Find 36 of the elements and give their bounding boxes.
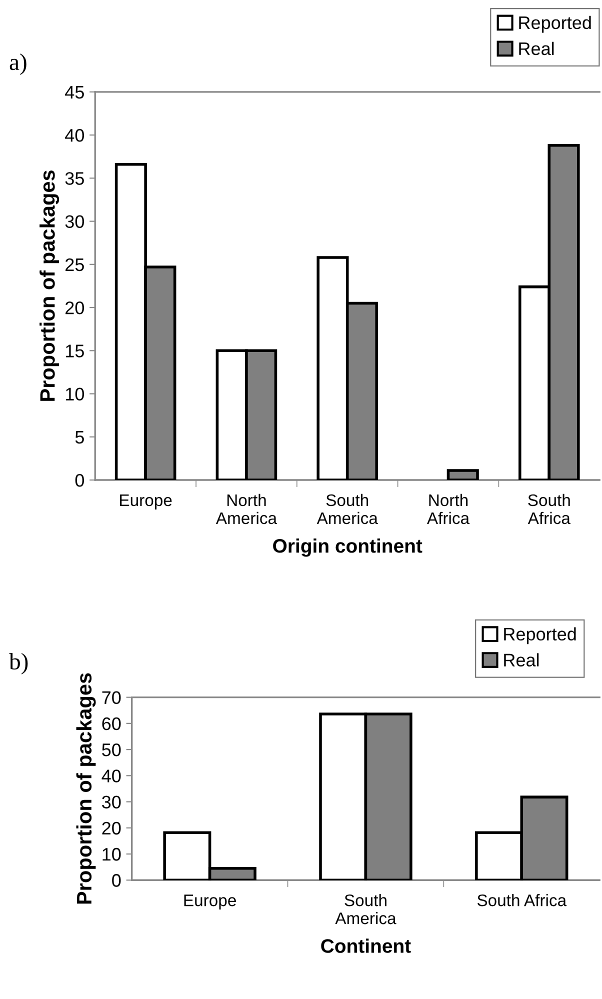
y-tick-label: 70 (102, 691, 121, 704)
x-tick-label: South America (316, 494, 378, 524)
y-tick-label: 30 (65, 215, 84, 228)
x-tick-label: South Africa (528, 494, 570, 524)
y-tick-label: 50 (102, 743, 121, 756)
legend-label: Real (519, 42, 554, 56)
y-tick-label: 5 (75, 431, 84, 444)
x-tick-label: Europe (120, 494, 172, 510)
x-tick-label: South Africa (477, 894, 567, 906)
y-axis-title: Proportion of packages (40, 170, 60, 401)
y-tick-label: 10 (102, 848, 121, 861)
y-tick-label: 10 (66, 388, 84, 400)
y-tick-label: 15 (66, 344, 84, 358)
y-tick-label: 0 (75, 474, 84, 487)
y-tick-label: 0 (112, 874, 121, 887)
y-axis-title: Proportion of packages (76, 673, 96, 904)
x-tick-label: South America (335, 894, 396, 924)
y-tick-label: 35 (65, 172, 84, 185)
x-tick-label: Europe (184, 894, 236, 910)
y-tick-label: 60 (102, 717, 121, 730)
chart-title: b) (9, 652, 28, 674)
legend-label: Real (504, 653, 539, 666)
legend-label: Reported (519, 16, 591, 33)
y-tick-label: 25 (66, 258, 84, 272)
x-tick-label: North Africa (426, 494, 470, 524)
x-tick-label: North America (216, 494, 278, 524)
chart-title: a) (10, 54, 26, 75)
x-axis-title: Continent (321, 938, 411, 953)
x-axis-title: Origin continent (273, 538, 422, 557)
legend-label: Reported (504, 627, 576, 644)
y-tick-label: 40 (102, 770, 121, 782)
y-tick-label: 20 (102, 822, 121, 835)
y-tick-label: 45 (65, 86, 84, 99)
y-tick-label: 30 (102, 796, 121, 808)
y-tick-label: 20 (66, 301, 84, 314)
y-tick-label: 40 (65, 128, 84, 142)
